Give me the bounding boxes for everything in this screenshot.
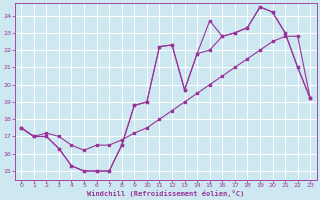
- X-axis label: Windchill (Refroidissement éolien,°C): Windchill (Refroidissement éolien,°C): [87, 190, 244, 197]
